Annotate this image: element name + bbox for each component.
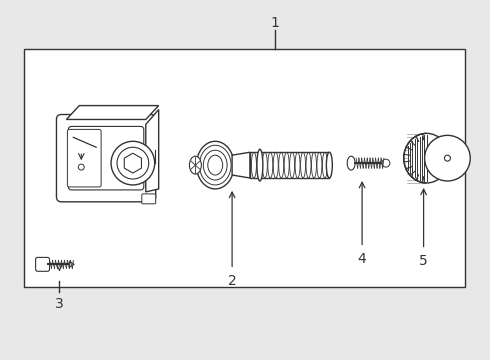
Ellipse shape [257, 149, 263, 181]
FancyBboxPatch shape [142, 194, 156, 204]
Text: 2: 2 [228, 274, 237, 288]
Circle shape [111, 141, 155, 185]
Text: 4: 4 [358, 252, 367, 266]
Polygon shape [70, 261, 74, 267]
Ellipse shape [326, 152, 332, 178]
Bar [250, 152, 329, 178]
Ellipse shape [196, 141, 234, 189]
Ellipse shape [347, 156, 355, 170]
FancyBboxPatch shape [69, 126, 144, 190]
Ellipse shape [190, 156, 201, 174]
FancyBboxPatch shape [56, 114, 156, 202]
Text: 5: 5 [419, 255, 428, 268]
Circle shape [425, 135, 470, 181]
Ellipse shape [404, 133, 449, 183]
FancyBboxPatch shape [68, 129, 101, 187]
FancyBboxPatch shape [36, 257, 49, 271]
Polygon shape [146, 109, 159, 192]
Text: 3: 3 [55, 297, 64, 311]
Circle shape [444, 155, 450, 161]
Circle shape [117, 147, 149, 179]
Polygon shape [66, 105, 159, 120]
Polygon shape [124, 153, 142, 173]
Circle shape [78, 164, 84, 170]
Bar [24, 49, 465, 287]
Polygon shape [232, 152, 250, 178]
Circle shape [382, 159, 390, 167]
Text: 1: 1 [270, 16, 279, 30]
